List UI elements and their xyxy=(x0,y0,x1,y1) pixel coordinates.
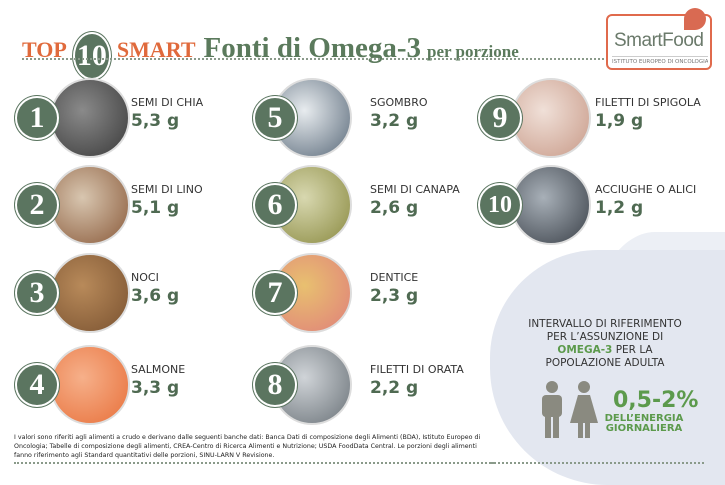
title-top: TOP xyxy=(22,37,67,62)
omega3-highlight: OMEGA-3 xyxy=(557,344,613,356)
omega3-value: 2,2 g xyxy=(370,378,419,398)
energy-label: DELL’ENERGIA GIORNALIERA xyxy=(604,414,684,434)
food-photo xyxy=(511,78,591,158)
info-line: OMEGA-3 PER LA xyxy=(520,344,690,357)
food-name: NOCI xyxy=(131,271,159,284)
page-title: TOP 10 SMART Fonti di Omega-3 per porzio… xyxy=(22,24,519,80)
food-name: FILETTI DI SPIGOLA xyxy=(595,96,701,109)
omega3-value: 3,6 g xyxy=(131,286,180,306)
title-subtitle: per porzione xyxy=(427,42,519,61)
omega3-value: 1,2 g xyxy=(595,198,644,218)
energy-line: GIORNALIERA xyxy=(605,423,683,434)
food-name: DENTICE xyxy=(370,271,419,284)
footnote: I valori sono riferiti agli alimenti a c… xyxy=(14,434,481,459)
divider xyxy=(490,462,704,464)
omega3-value: 2,6 g xyxy=(370,198,419,218)
food-photo xyxy=(50,253,130,333)
smartfood-logo: SmartFood ISTITUTO EUROPEO DI ONCOLOGIA xyxy=(606,8,712,70)
rank-badge: 2 xyxy=(17,185,57,225)
omega3-value: 2,3 g xyxy=(370,286,419,306)
food-name: ACCIUGHE O ALICI xyxy=(595,183,697,196)
food-photo xyxy=(50,345,130,425)
rank-badge: 9 xyxy=(480,98,520,138)
food-photo xyxy=(511,165,591,245)
rank-badge: 5 xyxy=(255,98,295,138)
divider xyxy=(22,58,604,60)
percent-value: 0,5-2% xyxy=(613,388,699,413)
omega3-value: 5,1 g xyxy=(131,198,180,218)
omega3-value: 5,3 g xyxy=(131,111,180,131)
food-name: SGOMBRO xyxy=(370,96,428,109)
food-photo xyxy=(50,165,130,245)
energy-line: DELL’ENERGIA xyxy=(604,413,684,424)
title-main: Fonti di Omega-3 xyxy=(203,32,422,64)
food-name: FILETTI DI ORATA xyxy=(370,363,464,376)
leaf-icon xyxy=(684,8,706,30)
info-line: POPOLAZIONE ADULTA xyxy=(545,357,665,369)
info-line: INTERVALLO DI RIFERIMENTO xyxy=(528,318,682,330)
reference-intake-info: INTERVALLO DI RIFERIMENTO PER L’ASSUNZIO… xyxy=(520,318,690,370)
rank-badge: 10 xyxy=(480,185,520,225)
rank-badge: 1 xyxy=(17,98,57,138)
omega3-value: 3,3 g xyxy=(131,378,180,398)
title-smart: SMART xyxy=(116,37,196,62)
food-name: SEMI DI CHIA xyxy=(131,96,204,109)
rank-badge: 4 xyxy=(17,365,57,405)
food-photo xyxy=(50,78,130,158)
food-name: SEMI DI CANAPA xyxy=(370,183,460,196)
background-shape xyxy=(490,250,725,485)
food-name: SALMONE xyxy=(131,363,186,376)
rank-badge: 7 xyxy=(255,273,295,313)
rank-badge: 8 xyxy=(255,365,295,405)
rank-badge: 3 xyxy=(17,273,57,313)
rank-badge: 6 xyxy=(255,185,295,225)
title-ten-badge: 10 xyxy=(72,32,111,80)
food-name: SEMI DI LINO xyxy=(131,183,203,196)
food-photo xyxy=(272,165,352,245)
man-woman-icon xyxy=(542,381,598,438)
omega3-value: 1,9 g xyxy=(595,111,644,131)
logo-subtitle: ISTITUTO EUROPEO DI ONCOLOGIA xyxy=(612,56,708,65)
omega3-value: 3,2 g xyxy=(370,111,419,131)
info-line: PER L’ASSUNZIONE DI xyxy=(546,331,664,343)
info-line-text: PER LA xyxy=(615,344,653,356)
logo-name: SmartFood xyxy=(614,30,704,51)
divider xyxy=(14,462,494,464)
